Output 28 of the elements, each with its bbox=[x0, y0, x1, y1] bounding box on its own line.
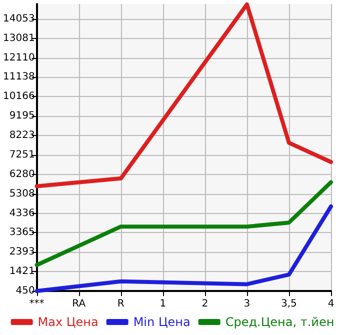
x-tick-label: 4 bbox=[328, 298, 334, 310]
x-tick-label: 3 bbox=[244, 298, 250, 310]
y-tick-label: 6280 bbox=[9, 168, 35, 180]
y-tick-label: 2393 bbox=[9, 246, 35, 258]
y-tick-label: 13081 bbox=[3, 32, 35, 44]
x-tick-label: 2 bbox=[202, 298, 208, 310]
x-tick-label: R bbox=[117, 298, 124, 310]
legend-label: Сред.Цена, т.йен bbox=[225, 315, 334, 329]
y-tick-label: 9195 bbox=[9, 110, 35, 122]
x-tick-label: *** bbox=[29, 298, 44, 310]
y-tick-label: 14053 bbox=[3, 13, 35, 24]
x-tick-label: 1 bbox=[160, 298, 166, 310]
legend-label: Min Цена bbox=[133, 315, 190, 329]
line-series bbox=[34, 2, 333, 188]
legend-label: Max Цена bbox=[38, 315, 98, 329]
y-tick-label: 11138 bbox=[3, 72, 35, 83]
y-tick-label: 10166 bbox=[3, 91, 35, 102]
y-tick-label: 3365 bbox=[9, 227, 35, 238]
y-tick-label: 1421 bbox=[9, 266, 35, 278]
x-tick-label: 3,5 bbox=[281, 298, 297, 310]
line-series bbox=[34, 180, 333, 267]
y-tick-label: 450 bbox=[16, 286, 35, 296]
y-tick-label: 5308 bbox=[9, 188, 35, 200]
x-tick-label: RA bbox=[72, 298, 86, 310]
y-tick-label: 4336 bbox=[9, 208, 35, 219]
y-tick-label: 12110 bbox=[3, 52, 35, 64]
y-tick-label: 7251 bbox=[9, 149, 35, 160]
y-tick-label: 8223 bbox=[9, 130, 35, 142]
